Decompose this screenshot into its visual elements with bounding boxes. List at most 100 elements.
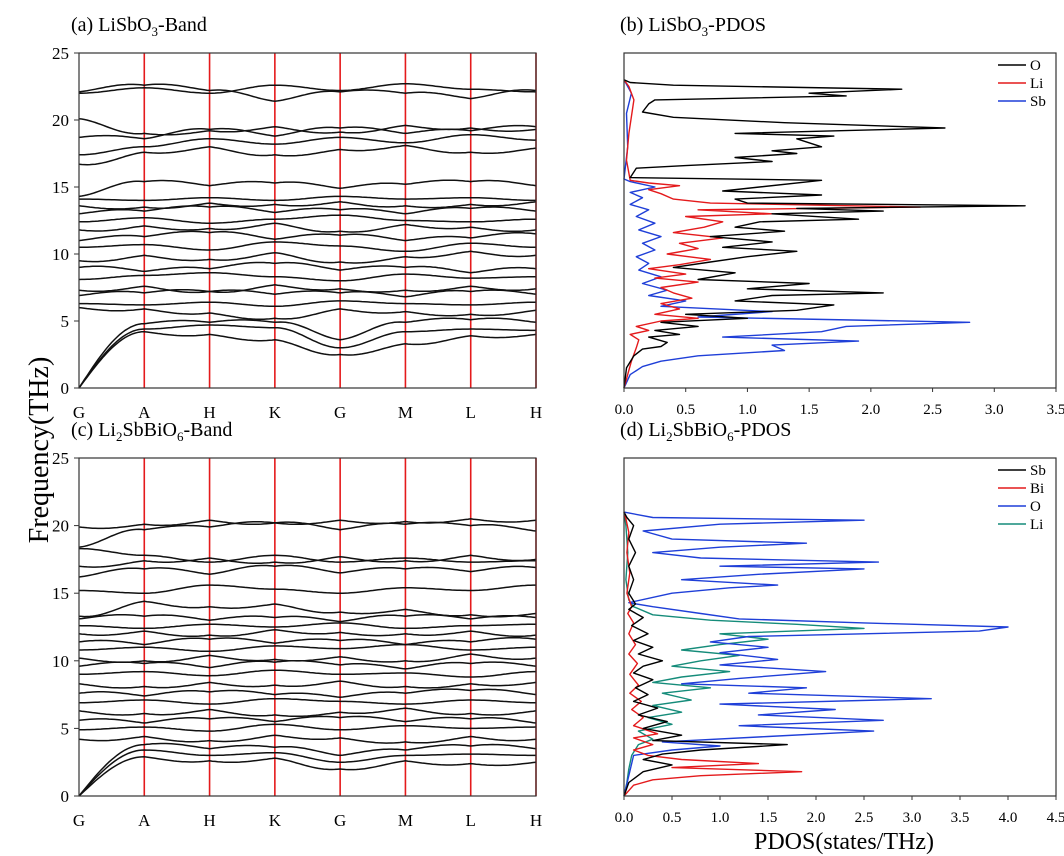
band-line bbox=[79, 133, 536, 156]
legend-label: Li bbox=[1030, 76, 1043, 92]
pdos-series-o bbox=[623, 79, 1026, 389]
band-line bbox=[78, 715, 537, 724]
band-line bbox=[78, 688, 537, 699]
y-tick-label: 25 bbox=[52, 449, 69, 468]
panel-d-pdos: (d) Li2SbBiO6-PDOS 0.0 0.5 1.0 1.5 2.0 2.5 3.0 3… bbox=[615, 419, 1064, 826]
k-point-label: H bbox=[203, 811, 215, 830]
band-line bbox=[79, 697, 536, 705]
k-point-label: K bbox=[269, 811, 282, 830]
x-tick-label: 2.0 bbox=[807, 810, 826, 826]
x-tick-label: 3.0 bbox=[985, 402, 1004, 418]
k-point-label: H bbox=[530, 403, 542, 422]
legend-label: Sb bbox=[1030, 463, 1046, 479]
band-line bbox=[78, 288, 537, 298]
k-point-label: G bbox=[334, 403, 346, 422]
plot-frame bbox=[78, 52, 537, 389]
band-line bbox=[79, 643, 536, 653]
panel-title: (d) Li2SbBiO6-PDOS bbox=[620, 419, 791, 444]
plot-frame bbox=[623, 52, 1057, 389]
band-line bbox=[78, 756, 537, 797]
panel-c-band-structure: (c) Li2SbBiO6-Band 0 5 10 15 20 25 G A H K G M L H bbox=[52, 419, 542, 830]
x-tick-label: 1.0 bbox=[738, 402, 757, 418]
band-line bbox=[78, 554, 537, 568]
band-line bbox=[78, 317, 537, 389]
k-point-label: G bbox=[73, 403, 85, 422]
band-line bbox=[79, 83, 537, 94]
y-tick-label: 15 bbox=[52, 178, 69, 197]
x-tick-label: 0.5 bbox=[663, 810, 682, 826]
k-point-label: M bbox=[398, 811, 413, 830]
x-tick-label: 3.5 bbox=[1047, 402, 1064, 418]
y-tick-label: 15 bbox=[52, 584, 69, 603]
y-tick-label: 0 bbox=[61, 787, 70, 806]
band-line bbox=[78, 144, 537, 166]
legend-label: Bi bbox=[1030, 481, 1044, 497]
band-line bbox=[79, 584, 536, 594]
band-line bbox=[78, 723, 537, 732]
band-line bbox=[78, 734, 537, 744]
band-line bbox=[79, 669, 536, 678]
band-line bbox=[79, 214, 536, 224]
band-line bbox=[78, 306, 537, 320]
k-point-label: M bbox=[398, 403, 413, 422]
y-tick-label: 5 bbox=[61, 719, 70, 738]
band-line bbox=[78, 261, 537, 274]
x-tick-label: 3.5 bbox=[951, 810, 970, 826]
panel-title: (c) Li2SbBiO6-Band bbox=[71, 419, 232, 444]
band-line bbox=[78, 518, 537, 530]
panel-title: (b) LiSbO3-PDOS bbox=[620, 14, 766, 39]
shared-y-axis-label: Frequency(THz) bbox=[24, 357, 55, 544]
band-line bbox=[78, 230, 537, 242]
x-tick-label: 1.5 bbox=[759, 810, 778, 826]
k-point-label: K bbox=[269, 403, 282, 422]
x-tick-label: 0.0 bbox=[615, 402, 634, 418]
y-tick-label: 5 bbox=[61, 312, 70, 331]
band-line bbox=[78, 659, 537, 670]
band-line bbox=[78, 205, 537, 215]
y-tick-label: 10 bbox=[52, 652, 69, 671]
k-point-label: H bbox=[203, 403, 215, 422]
pdos-series-bi bbox=[623, 511, 803, 797]
k-point-label: L bbox=[466, 403, 476, 422]
x-tick-label: 0.0 bbox=[615, 810, 634, 826]
band-line bbox=[78, 614, 537, 623]
band-line bbox=[78, 179, 537, 198]
band-line bbox=[78, 564, 537, 578]
band-line bbox=[79, 241, 536, 253]
band-line bbox=[79, 300, 537, 308]
band-line bbox=[78, 600, 537, 618]
x-tick-label: 4.0 bbox=[999, 810, 1018, 826]
shared-x-axis-label: PDOS(states/THz) bbox=[754, 829, 934, 855]
plot-frame bbox=[78, 457, 537, 797]
k-point-label: A bbox=[138, 403, 151, 422]
pdos-series-li bbox=[623, 512, 865, 797]
k-point-label: L bbox=[466, 811, 476, 830]
band-line bbox=[78, 628, 537, 637]
band-line bbox=[78, 330, 537, 389]
y-tick-label: 25 bbox=[52, 44, 69, 63]
panel-b-pdos: (b) LiSbO3-PDOS 0.0 0.5 1.0 1.5 2.0 2.5 3.0 3.5 O… bbox=[615, 14, 1064, 418]
x-tick-label: 0.5 bbox=[676, 402, 695, 418]
legend-label: O bbox=[1030, 58, 1041, 74]
y-tick-label: 0 bbox=[61, 379, 70, 398]
panel-a-band-structure: (a) LiSbO3-Band 0 5 10 15 20 25 G A H K G M L H bbox=[52, 14, 542, 422]
panel-title: (a) LiSbO3-Band bbox=[71, 14, 207, 39]
band-line bbox=[78, 653, 537, 663]
y-tick-label: 20 bbox=[52, 517, 69, 536]
band-line bbox=[78, 521, 537, 548]
band-line bbox=[78, 83, 537, 102]
pdos-series-li bbox=[623, 79, 921, 389]
x-tick-label: 1.0 bbox=[711, 810, 730, 826]
legend-label: O bbox=[1030, 499, 1041, 515]
x-tick-label: 2.5 bbox=[923, 402, 942, 418]
band-line bbox=[78, 636, 537, 646]
x-tick-label: 2.5 bbox=[855, 810, 874, 826]
band-line bbox=[78, 680, 537, 689]
band-line bbox=[78, 117, 537, 136]
legend-label: Sb bbox=[1030, 94, 1046, 110]
band-line bbox=[78, 742, 537, 797]
plot-frame bbox=[623, 457, 1057, 797]
pdos-series-o bbox=[623, 511, 1009, 797]
band-line bbox=[79, 195, 536, 202]
